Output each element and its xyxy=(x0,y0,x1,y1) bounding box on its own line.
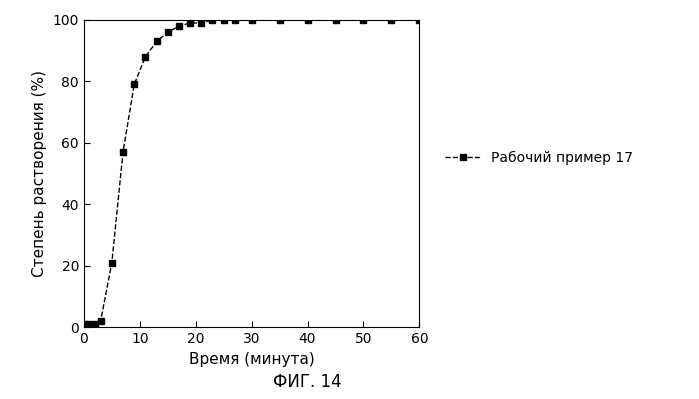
Рабочий пример 17 xyxy=(415,18,424,22)
Legend: Рабочий пример 17: Рабочий пример 17 xyxy=(440,146,639,171)
Рабочий пример 17 xyxy=(141,54,150,59)
Рабочий пример 17 xyxy=(175,24,183,28)
Рабочий пример 17 xyxy=(152,39,161,44)
Рабочий пример 17 xyxy=(359,18,368,22)
Рабочий пример 17 xyxy=(303,18,312,22)
Line: Рабочий пример 17: Рабочий пример 17 xyxy=(80,16,423,328)
Рабочий пример 17 xyxy=(219,18,228,22)
Рабочий пример 17 xyxy=(80,322,88,326)
Рабочий пример 17 xyxy=(387,18,396,22)
Text: ФИГ. 14: ФИГ. 14 xyxy=(273,373,342,391)
Рабочий пример 17 xyxy=(164,30,172,35)
Рабочий пример 17 xyxy=(130,82,138,87)
Рабочий пример 17 xyxy=(119,150,127,154)
Рабочий пример 17 xyxy=(108,260,116,265)
Рабочий пример 17 xyxy=(186,21,194,26)
Рабочий пример 17 xyxy=(96,319,105,324)
Рабочий пример 17 xyxy=(91,322,99,326)
X-axis label: Время (минута): Время (минута) xyxy=(189,352,315,367)
Рабочий пример 17 xyxy=(247,18,256,22)
Рабочий пример 17 xyxy=(275,18,284,22)
Рабочий пример 17 xyxy=(197,21,206,26)
Рабочий пример 17 xyxy=(331,18,340,22)
Рабочий пример 17 xyxy=(208,18,217,22)
Рабочий пример 17 xyxy=(85,322,94,326)
Рабочий пример 17 xyxy=(231,18,239,22)
Y-axis label: Степень растворения (%): Степень растворения (%) xyxy=(32,70,47,277)
